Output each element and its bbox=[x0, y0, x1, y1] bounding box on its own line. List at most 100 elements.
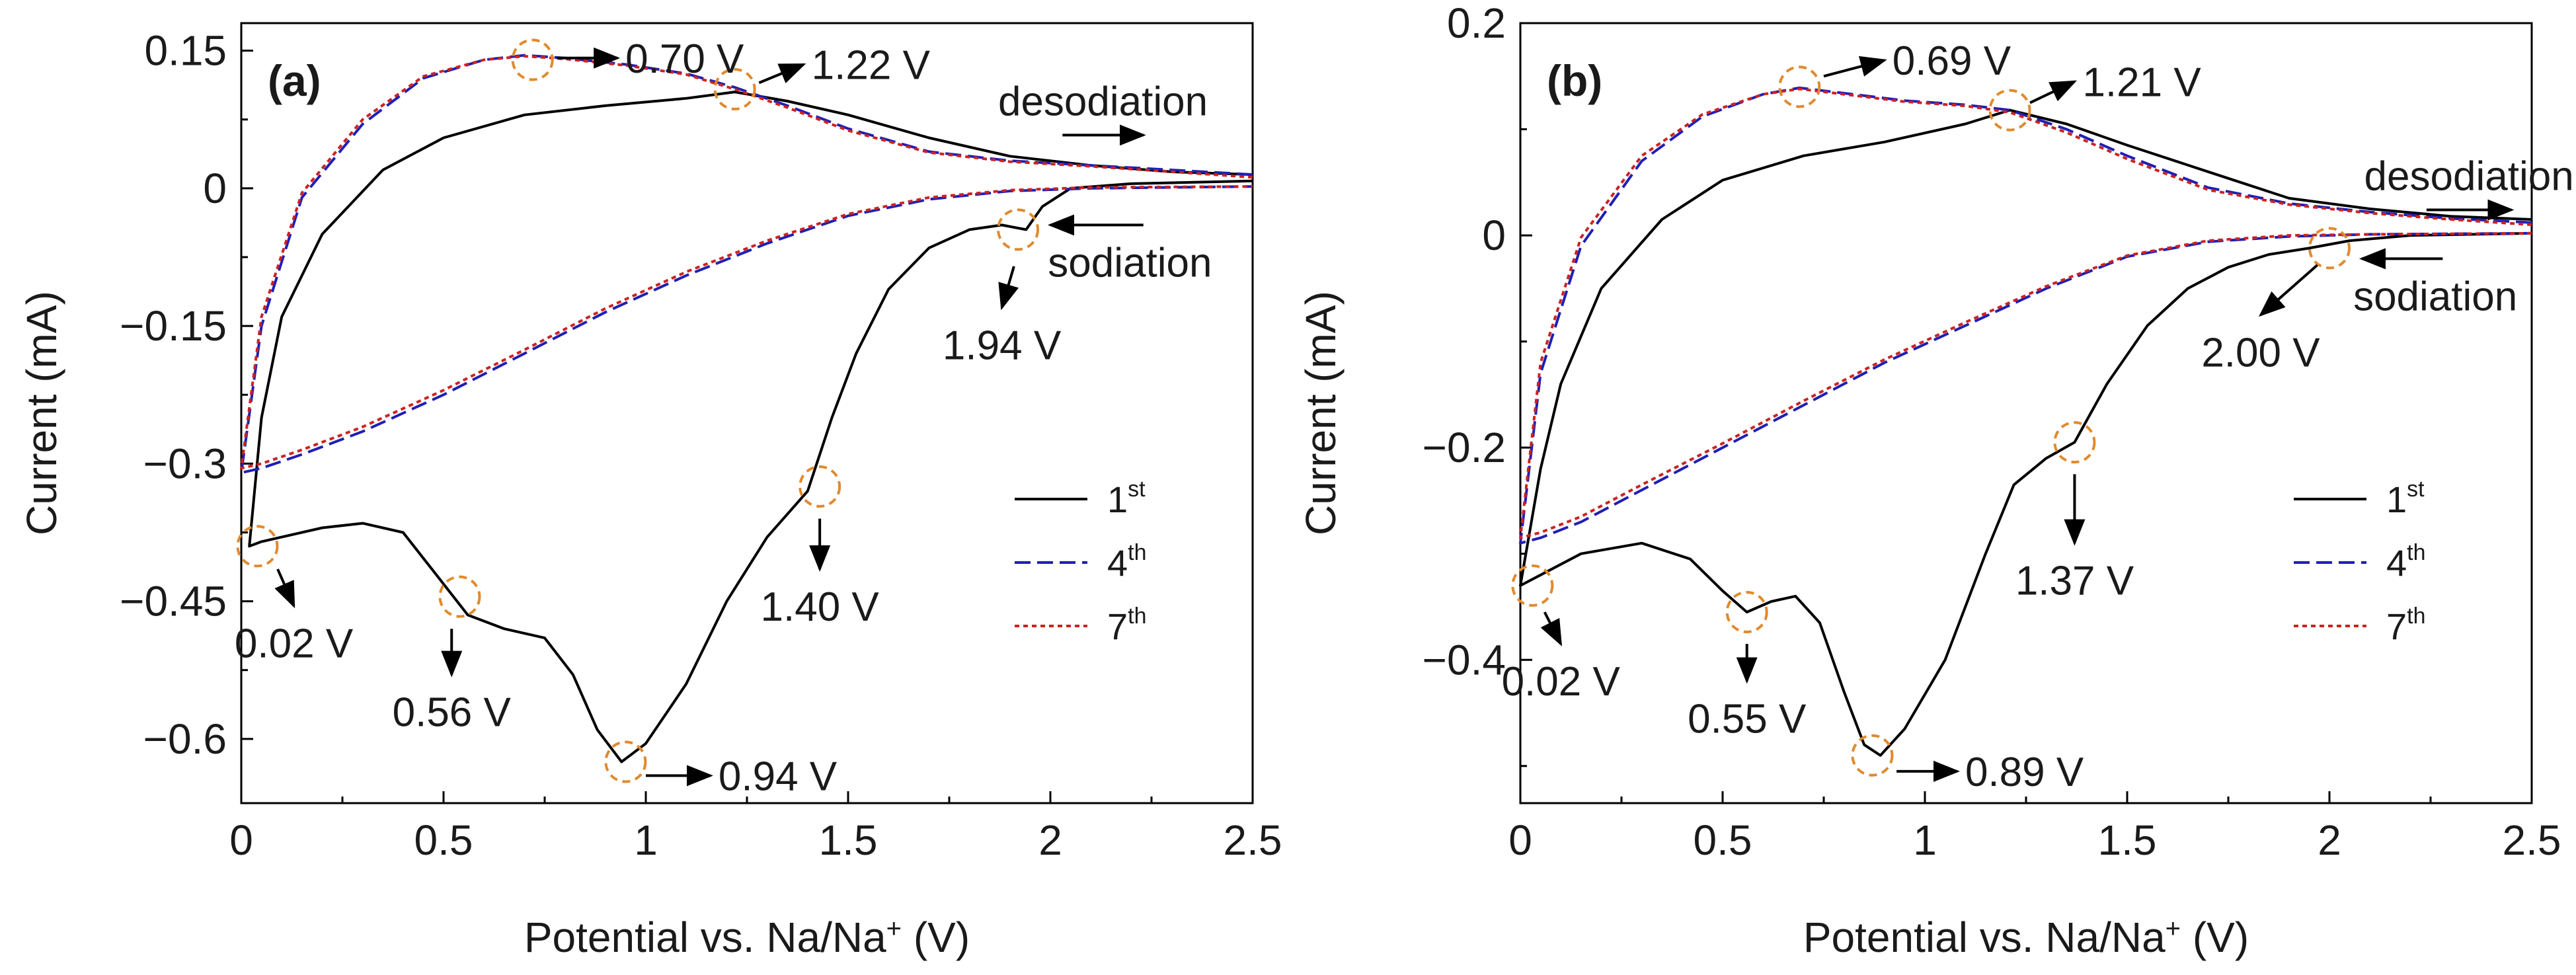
x-tick-label: 2.5 bbox=[2503, 816, 2561, 864]
y-tick-label: 0 bbox=[1482, 212, 1506, 259]
series-line-4th bbox=[1519, 86, 2532, 545]
peak-marker bbox=[236, 525, 279, 568]
x-tick-label: 1.5 bbox=[2098, 816, 2157, 864]
peak-marker bbox=[799, 465, 841, 508]
peak-marker bbox=[511, 38, 554, 81]
x-tick-label: 2.5 bbox=[1224, 816, 1282, 864]
x-tick-label: 0.5 bbox=[1694, 816, 1752, 864]
legend-label-sup: st bbox=[2407, 477, 2425, 502]
series-line-1st bbox=[248, 91, 1253, 763]
annotation-label: 0.94 V bbox=[719, 754, 838, 799]
legend-label-sup: th bbox=[1128, 540, 1146, 565]
x-tick-label: 0.5 bbox=[414, 816, 473, 864]
peak-marker bbox=[1988, 89, 2031, 132]
x-axis-label: Potential vs. Na/Na+ (V) bbox=[524, 914, 970, 961]
legend-label-base: 1 bbox=[2386, 479, 2407, 520]
legend-label-base: 4 bbox=[2386, 542, 2407, 584]
y-tick-label: −0.3 bbox=[143, 440, 227, 487]
annotation-arrow bbox=[1540, 611, 1563, 646]
annotation-label: 0.55 V bbox=[1688, 696, 1807, 742]
series-line-1st bbox=[1519, 108, 2532, 757]
annotation-label: 0.89 V bbox=[1965, 750, 2084, 795]
annotation-label: 1.40 V bbox=[761, 584, 880, 630]
legend-label-sup: th bbox=[2407, 540, 2425, 565]
x-axis-label-sup: + bbox=[886, 914, 902, 943]
series-line-7th bbox=[1519, 87, 2532, 539]
x-tick-label: 2 bbox=[2318, 816, 2341, 864]
annotation-label: 0.70 V bbox=[625, 36, 744, 82]
annotation-label: 1.22 V bbox=[812, 42, 931, 88]
annotation-label: desodiation bbox=[998, 79, 1208, 124]
x-axis-label-main: Potential vs. Na/Na bbox=[524, 914, 886, 961]
legend-label-sup: th bbox=[2407, 604, 2425, 629]
legend-label-base: 1 bbox=[1107, 479, 1128, 520]
y-tick-label: −0.4 bbox=[1423, 636, 1506, 683]
annotation-label: 0.02 V bbox=[1502, 659, 1621, 705]
annotation-arrow bbox=[1823, 56, 1887, 78]
peak-marker bbox=[2308, 227, 2351, 270]
y-tick-label: 0.15 bbox=[144, 27, 227, 75]
panel-a: 0 0.5 1 1.5 2 2.5 0.15 0 −0.15 −0.3 −0.45 −0.6 Poten… bbox=[18, 22, 1282, 961]
y-axis-label: Current (mA) bbox=[18, 291, 65, 535]
legend-label-base: 7 bbox=[1107, 605, 1128, 647]
annotation-arrow bbox=[758, 63, 806, 85]
annotation-label: 2.00 V bbox=[2201, 330, 2320, 375]
y-tick-label: −0.15 bbox=[120, 302, 227, 350]
x-axis-label-main: Potential vs. Na/Na bbox=[1803, 914, 2166, 961]
x-axis-label: Potential vs. Na/Na+ (V) bbox=[1803, 914, 2249, 961]
annotation-arrow bbox=[2258, 264, 2318, 317]
y-tick-label: 0 bbox=[203, 165, 227, 212]
x-axis-label-unit: (V) bbox=[902, 914, 970, 961]
panel-label: (a) bbox=[268, 56, 321, 105]
legend-label: 7th bbox=[2386, 604, 2426, 647]
annotation-label: 0.02 V bbox=[235, 621, 354, 667]
series-line-4th bbox=[240, 54, 1253, 475]
annotation-arrow bbox=[274, 568, 295, 609]
x-axis-label-unit: (V) bbox=[2181, 914, 2249, 961]
legend-label: 4th bbox=[2386, 540, 2426, 584]
series-line-7th bbox=[240, 55, 1253, 470]
panel-b: 0 0.5 1 1.5 2 2.5 0.2 0 −0.2 −0.4 Potential vs. Na… bbox=[1297, 0, 2574, 961]
peak-marker bbox=[997, 208, 1040, 251]
y-tick-label: −0.45 bbox=[120, 578, 227, 625]
annotation-label: sodiation bbox=[1048, 240, 1212, 286]
legend-label: 1st bbox=[1107, 477, 1146, 520]
legend-label: 7th bbox=[1107, 604, 1147, 647]
y-axis-label: Current (mA) bbox=[1297, 291, 1345, 535]
legend-label-base: 4 bbox=[1107, 542, 1128, 584]
annotation-label: 0.56 V bbox=[393, 690, 512, 736]
peak-marker bbox=[2053, 421, 2096, 464]
y-tick-label: −0.6 bbox=[143, 715, 227, 763]
peak-marker bbox=[713, 67, 756, 110]
x-tick-label: 1.5 bbox=[819, 816, 878, 864]
legend-label-base: 7 bbox=[2386, 605, 2407, 647]
x-tick-label: 0 bbox=[229, 816, 253, 864]
x-tick-label: 0 bbox=[1508, 816, 1532, 864]
peak-marker bbox=[1725, 591, 1768, 634]
legend-label: 1st bbox=[2386, 477, 2425, 520]
annotation-label: sodiation bbox=[2353, 274, 2517, 319]
x-tick-label: 1 bbox=[1913, 816, 1937, 864]
legend-label: 4th bbox=[1107, 540, 1147, 584]
annotation-label: 1.21 V bbox=[2082, 59, 2201, 105]
legend-label-sup: st bbox=[1128, 477, 1146, 502]
peak-marker bbox=[1778, 65, 1821, 108]
plot-frame bbox=[240, 22, 1254, 804]
annotation-label: 0.69 V bbox=[1893, 38, 2011, 84]
peak-marker bbox=[604, 740, 647, 783]
peak-marker bbox=[1851, 734, 1894, 777]
x-axis-label-sup: + bbox=[2166, 914, 2181, 943]
peak-marker bbox=[1511, 564, 1554, 607]
peak-marker bbox=[438, 575, 481, 618]
x-tick-label: 1 bbox=[634, 816, 658, 864]
y-tick-label: −0.2 bbox=[1423, 424, 1506, 471]
annotation-arrow bbox=[998, 266, 1019, 311]
y-tick-label: 0.2 bbox=[1447, 0, 1506, 47]
annotation-arrow bbox=[2029, 80, 2078, 104]
legend-label-sup: th bbox=[1128, 604, 1146, 629]
annotation-label: 1.94 V bbox=[943, 323, 1062, 368]
x-tick-label: 2 bbox=[1038, 816, 1062, 864]
annotation-label: desodiation bbox=[2364, 154, 2574, 200]
annotation-label: 1.37 V bbox=[2015, 559, 2134, 604]
